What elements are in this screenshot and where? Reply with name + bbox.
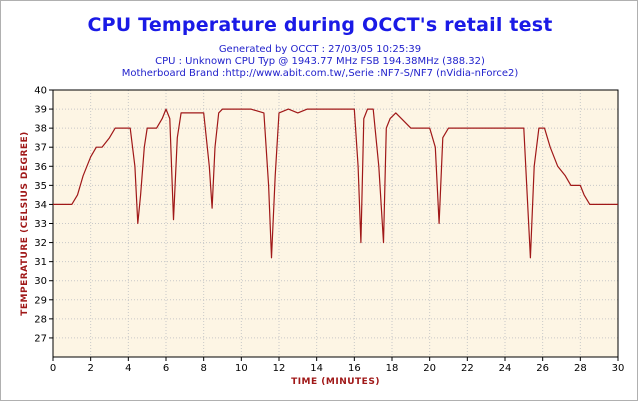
x-tick-label: 14 — [310, 363, 323, 374]
y-tick-label: 27 — [34, 333, 47, 344]
y-tick-label: 31 — [34, 257, 47, 268]
y-tick-label: 32 — [34, 238, 47, 249]
generated-line: Generated by OCCT : 27/03/05 10:25:39 — [218, 44, 422, 55]
chart-title: CPU Temperature during OCCT's retail tes… — [87, 14, 553, 36]
x-tick-label: 16 — [348, 363, 361, 374]
x-tick-label: 8 — [200, 363, 206, 374]
x-tick-label: 18 — [386, 363, 399, 374]
x-tick-label: 10 — [235, 363, 248, 374]
x-tick-label: 30 — [612, 363, 625, 374]
y-tick-label: 39 — [34, 105, 47, 116]
y-tick-label: 36 — [34, 162, 47, 173]
y-tick-label: 33 — [34, 219, 47, 230]
y-tick-label: 30 — [34, 276, 47, 287]
x-tick-label: 2 — [87, 363, 93, 374]
y-tick-label: 35 — [34, 181, 47, 192]
plot-border — [52, 89, 619, 358]
temperature-series-line — [53, 108, 618, 259]
x-tick-label: 20 — [423, 363, 436, 374]
motherboard-line: Motherboard Brand :http://www.abit.com.t… — [121, 68, 519, 79]
x-axis-title: TIME (MINUTES) — [291, 377, 380, 387]
x-tick-label: 24 — [499, 363, 512, 374]
x-tick-label: 6 — [163, 363, 169, 374]
y-tick-label: 38 — [34, 124, 47, 135]
x-tick-label: 4 — [125, 363, 131, 374]
y-tick-label: 40 — [34, 86, 47, 97]
y-tick-label: 28 — [34, 314, 47, 325]
x-tick-label: 26 — [536, 363, 549, 374]
y-axis-title: TEMPERATURE (CELSIUS DEGREE) — [20, 131, 30, 316]
y-tick-label: 29 — [34, 295, 47, 306]
x-tick-label: 22 — [461, 363, 474, 374]
x-tick-label: 0 — [50, 363, 56, 374]
x-tick-label: 12 — [273, 363, 286, 374]
x-tick-label: 28 — [574, 363, 587, 374]
y-tick-label: 37 — [34, 143, 47, 154]
cpu-line: CPU : Unknown CPU Typ @ 1943.77 MHz FSB … — [155, 56, 485, 67]
y-tick-label: 34 — [34, 200, 47, 211]
